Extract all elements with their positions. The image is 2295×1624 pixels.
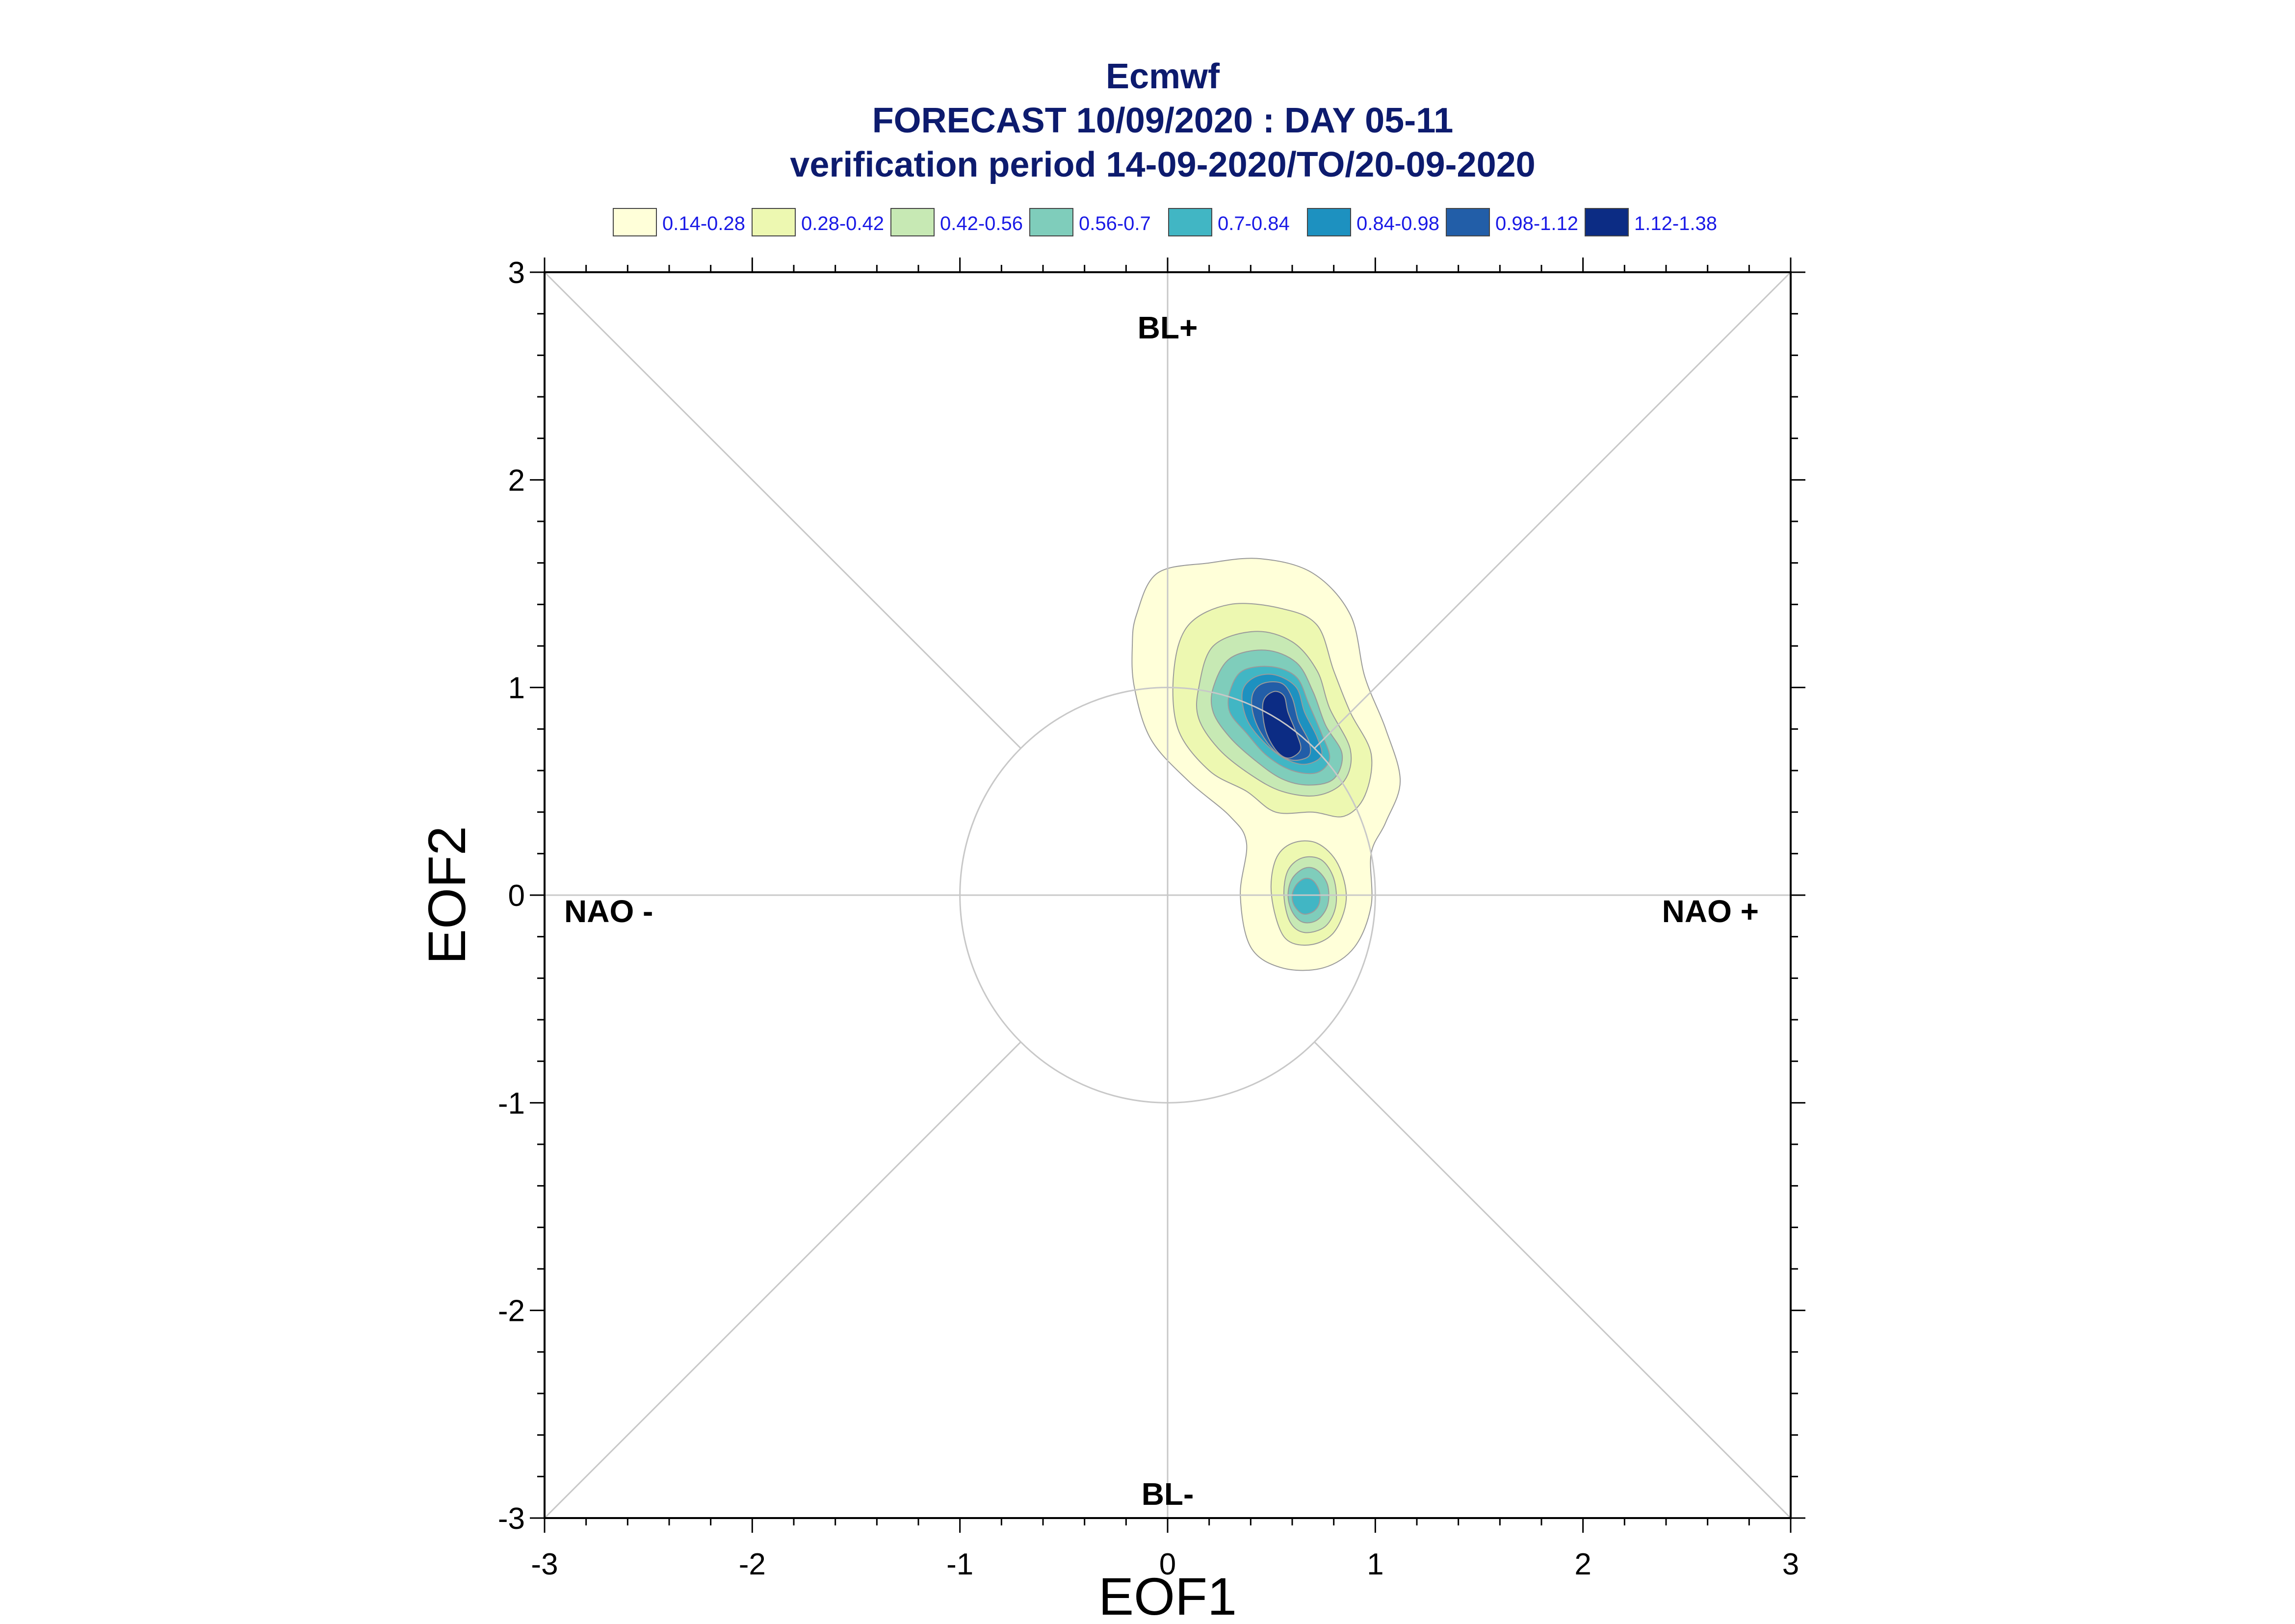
y-tick-label: 3 [508,256,525,290]
x-tick-label: -2 [739,1547,766,1581]
diagonal-line [544,271,1021,749]
regime-label-nao-plus: NAO + [1662,894,1759,929]
legend-label: 0.84-0.98 [1356,213,1439,234]
legend-label: 0.56-0.7 [1079,213,1151,234]
legend-label: 0.42-0.56 [940,213,1023,234]
chart-title-line-3: verification period 14-09-2020/TO/20-09-… [790,145,1535,184]
regime-label-bl-minus: BL- [1142,1476,1194,1512]
legend-swatch [890,208,935,236]
legend-swatch [1029,208,1073,236]
legend-label: 0.14-0.28 [662,213,745,234]
guide-lines [544,271,1792,1519]
density-contour [1291,877,1321,915]
x-tick-label: 0 [1159,1547,1176,1581]
y-axis-title: EOF2 [417,826,476,964]
legend: 0.14-0.28 0.28-0.42 0.42-0.56 0.56-0.7 0.7-0… [613,208,1717,236]
y-tick-label: -1 [498,1086,525,1120]
x-tick-label: -1 [946,1547,973,1581]
diagonal-line [1314,1041,1792,1519]
x-tick-label: -3 [531,1547,558,1581]
y-tick-label: -2 [498,1294,525,1328]
legend-label: 0.98-1.12 [1495,213,1578,234]
density-contours [1131,558,1401,971]
diagonal-line [544,1041,1021,1519]
chart-title-line-2: FORECAST 10/09/2020 : DAY 05-11 [872,101,1454,140]
legend-swatch [1446,208,1490,236]
y-tick-label: 1 [508,671,525,705]
legend-label: 1.12-1.38 [1634,213,1717,234]
legend-swatch [1307,208,1351,236]
y-tick-label: 2 [508,464,525,497]
x-tick-label: 2 [1574,1547,1591,1581]
x-axis-title: EOF1 [1098,1567,1237,1624]
legend-swatch [752,208,796,236]
regime-label-bl-plus: BL+ [1138,310,1198,345]
legend-label: 0.28-0.42 [801,213,884,234]
x-tick-label: 3 [1782,1547,1799,1581]
reference-circle [959,687,1376,1104]
legend-swatch [1168,208,1212,236]
axis-ticks: -3-3 -2 -2 -1 -1 0 0 1 1 2 2 3 3 [498,256,1805,1581]
regime-label-nao-minus: NAO - [564,894,653,929]
y-tick-label: -3 [498,1502,525,1536]
chart-title-line-1: Ecmwf [1106,57,1220,96]
y-tick-label: 0 [508,879,525,913]
density-contour [1262,691,1302,759]
legend-swatch [613,208,657,236]
legend-label: 0.7-0.84 [1218,213,1290,234]
x-tick-label: 1 [1367,1547,1383,1581]
legend-swatch [1585,208,1629,236]
diagonal-line [1314,271,1792,749]
